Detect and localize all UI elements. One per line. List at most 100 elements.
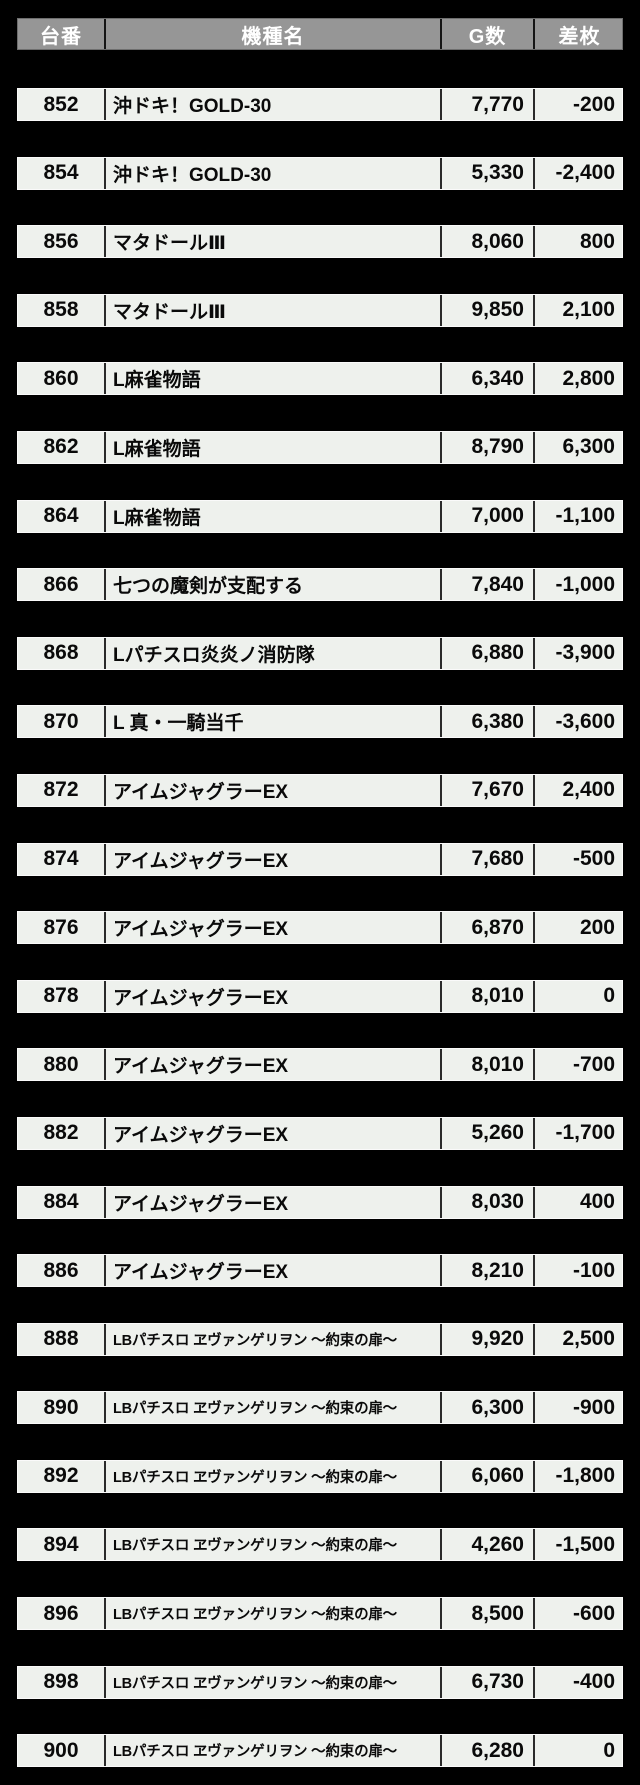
cell-game-count: 7,840 [440,569,533,601]
cell-machine-number: 890 [43,1395,79,1419]
cell-model-name: LBパチスロ ヱヴァンゲリヲン ～約束の扉～ [104,1735,440,1767]
cell-game-count: 8,010 [440,980,533,1012]
table-row: 860 L麻雀物語 6,340 2,800 [17,362,624,396]
cell-medal-diff: -900 [533,1392,624,1424]
cell-machine-number: 870 [43,709,79,733]
cell-model-name: アイムジャグラーEX [104,980,440,1012]
cell-game-count: 6,880 [440,637,533,669]
table-row: 874 アイムジャグラーEX 7,680 -500 [17,842,623,876]
table-row: 876 アイムジャグラーEX 6,870 200 [17,911,624,945]
cell-game-count: 6,380 [440,706,533,738]
table-row: 896 LBパチスロ ヱヴァンゲリヲン ～約束の扉～ 8,500 -600 [17,1597,623,1631]
table-row: 880 アイムジャグラーEX 8,010 -700 [17,1048,623,1082]
cell-model-name: アイムジャグラーEX [104,1255,440,1287]
cell-model-name: LBパチスロ ヱヴァンゲリヲン ～約束の扉～ [104,1529,440,1561]
cell-game-count: 8,030 [440,1186,533,1218]
cell-medal-diff: -2,400 [533,157,624,189]
cell-machine-number: 862 [43,435,79,459]
cell-medal-diff: -3,900 [533,637,624,669]
cell-machine-number: 876 [43,915,79,939]
cell-medal-diff: -1,500 [533,1529,624,1561]
cell-machine-number: 864 [43,504,79,528]
cell-model-name: 七つの魔剣が支配する [104,569,440,601]
cell-machine-number: 898 [43,1670,79,1694]
cell-machine-number: 886 [43,1258,79,1282]
table-row: 862 L麻雀物語 8,790 6,300 [17,430,624,464]
cell-medal-diff: -200 [533,89,624,120]
cell-machine-number: 856 [43,229,79,253]
cell-game-count: 8,010 [440,1049,533,1081]
table-row: 894 LBパチスロ ヱヴァンゲリヲン ～約束の扉～ 4,260 -1,500 [17,1528,624,1562]
table-row: 888 LBパチスロ ヱヴァンゲリヲン ～約束の扉～ 9,920 2,500 [17,1322,623,1356]
table-body: 852 沖ドキ！GOLD-30 7,770 -200 854 沖ドキ！GOLD-30 5,3… [17,88,624,1768]
cell-machine-number: 894 [43,1532,79,1556]
cell-game-count: 8,790 [440,431,533,463]
cell-machine-number: 900 [43,1738,79,1762]
cell-game-count: 8,210 [440,1255,533,1287]
cell-machine-number: 884 [43,1190,79,1213]
header-medal-diff: 差枚 [533,19,624,49]
cell-game-count: 4,260 [440,1529,533,1561]
cell-game-count: 6,280 [440,1735,533,1767]
cell-model-name: L 真・一騎当千 [104,706,440,738]
cell-game-count: 6,300 [440,1392,533,1424]
cell-game-count: 7,680 [440,843,533,875]
cell-medal-diff: 400 [533,1186,624,1218]
table-row: 884 アイムジャグラーEX 8,030 400 [17,1185,624,1219]
cell-machine-number: 892 [43,1464,79,1488]
table-header-row: 台番 機種名 G数 差枚 [17,18,623,50]
table-row: 898 LBパチスロ ヱヴァンゲリヲン ～約束の扉～ 6,730 -400 [17,1665,624,1699]
cell-model-name: アイムジャグラーEX [104,1049,440,1081]
table-row: 892 LBパチスロ ヱヴァンゲリヲン ～約束の扉～ 6,060 -1,800 [17,1459,624,1493]
cell-medal-diff: 800 [533,226,624,258]
table-row: 852 沖ドキ！GOLD-30 7,770 -200 [17,88,623,121]
table-row: 872 アイムジャグラーEX 7,670 2,400 [17,773,623,807]
cell-game-count: 7,000 [440,500,533,532]
cell-model-name: LBパチスロ ヱヴァンゲリヲン ～約束の扉～ [104,1323,440,1355]
cell-game-count: 5,330 [440,157,533,189]
cell-model-name: LBパチスロ ヱヴァンゲリヲン ～約束の扉～ [104,1460,440,1492]
cell-medal-diff: 200 [533,912,624,944]
cell-machine-number: 882 [43,1121,79,1145]
header-game-count: G数 [440,19,533,49]
cell-game-count: 6,730 [440,1666,533,1698]
cell-machine-number: 854 [43,161,79,185]
machine-data-table: 台番 機種名 G数 差枚 852 沖ドキ！GOLD-30 7,770 -200 854 沖… [17,18,624,1768]
cell-medal-diff: 2,800 [533,363,624,395]
cell-medal-diff: 0 [533,980,624,1012]
table-row: 854 沖ドキ！GOLD-30 5,330 -2,400 [17,156,624,190]
cell-medal-diff: -1,800 [533,1460,624,1492]
cell-model-name: アイムジャグラーEX [104,843,440,875]
cell-medal-diff: -3,600 [533,706,624,738]
cell-medal-diff: -100 [533,1255,624,1287]
cell-model-name: L麻雀物語 [104,500,440,532]
cell-medal-diff: -1,000 [533,569,624,601]
cell-model-name: L麻雀物語 [104,363,440,395]
cell-medal-diff: 6,300 [533,431,624,463]
cell-model-name: Lパチスロ炎炎ノ消防隊 [104,637,440,669]
cell-medal-diff: -1,700 [533,1117,624,1149]
cell-machine-number: 852 [43,92,79,116]
cell-game-count: 9,850 [440,294,533,326]
cell-medal-diff: 0 [533,1735,624,1767]
cell-game-count: 7,770 [440,89,533,120]
cell-medal-diff: 2,100 [533,294,624,326]
cell-game-count: 8,500 [440,1598,533,1630]
cell-model-name: 沖ドキ！GOLD-30 [104,157,440,189]
cell-model-name: アイムジャグラーEX [104,1186,440,1218]
cell-machine-number: 874 [43,847,79,871]
table-row: 900 LBパチスロ ヱヴァンゲリヲン ～約束の扉～ 6,280 0 [17,1734,624,1768]
table-row: 890 LBパチスロ ヱヴァンゲリヲン ～約束の扉～ 6,300 -900 [17,1391,624,1425]
table-row: 866 七つの魔剣が支配する 7,840 -1,000 [17,568,624,602]
cell-model-name: LBパチスロ ヱヴァンゲリヲン ～約束の扉～ [104,1666,440,1698]
table-row: 864 L麻雀物語 7,000 -1,100 [17,499,624,533]
header-model-name: 機種名 [104,19,440,49]
cell-machine-number: 878 [43,984,79,1008]
cell-game-count: 6,060 [440,1460,533,1492]
cell-medal-diff: -400 [533,1666,624,1698]
cell-game-count: 9,920 [440,1323,533,1355]
table-row: 878 アイムジャグラーEX 8,010 0 [17,979,624,1013]
cell-machine-number: 872 [43,778,79,802]
cell-game-count: 6,870 [440,912,533,944]
cell-medal-diff: -1,100 [533,500,624,532]
